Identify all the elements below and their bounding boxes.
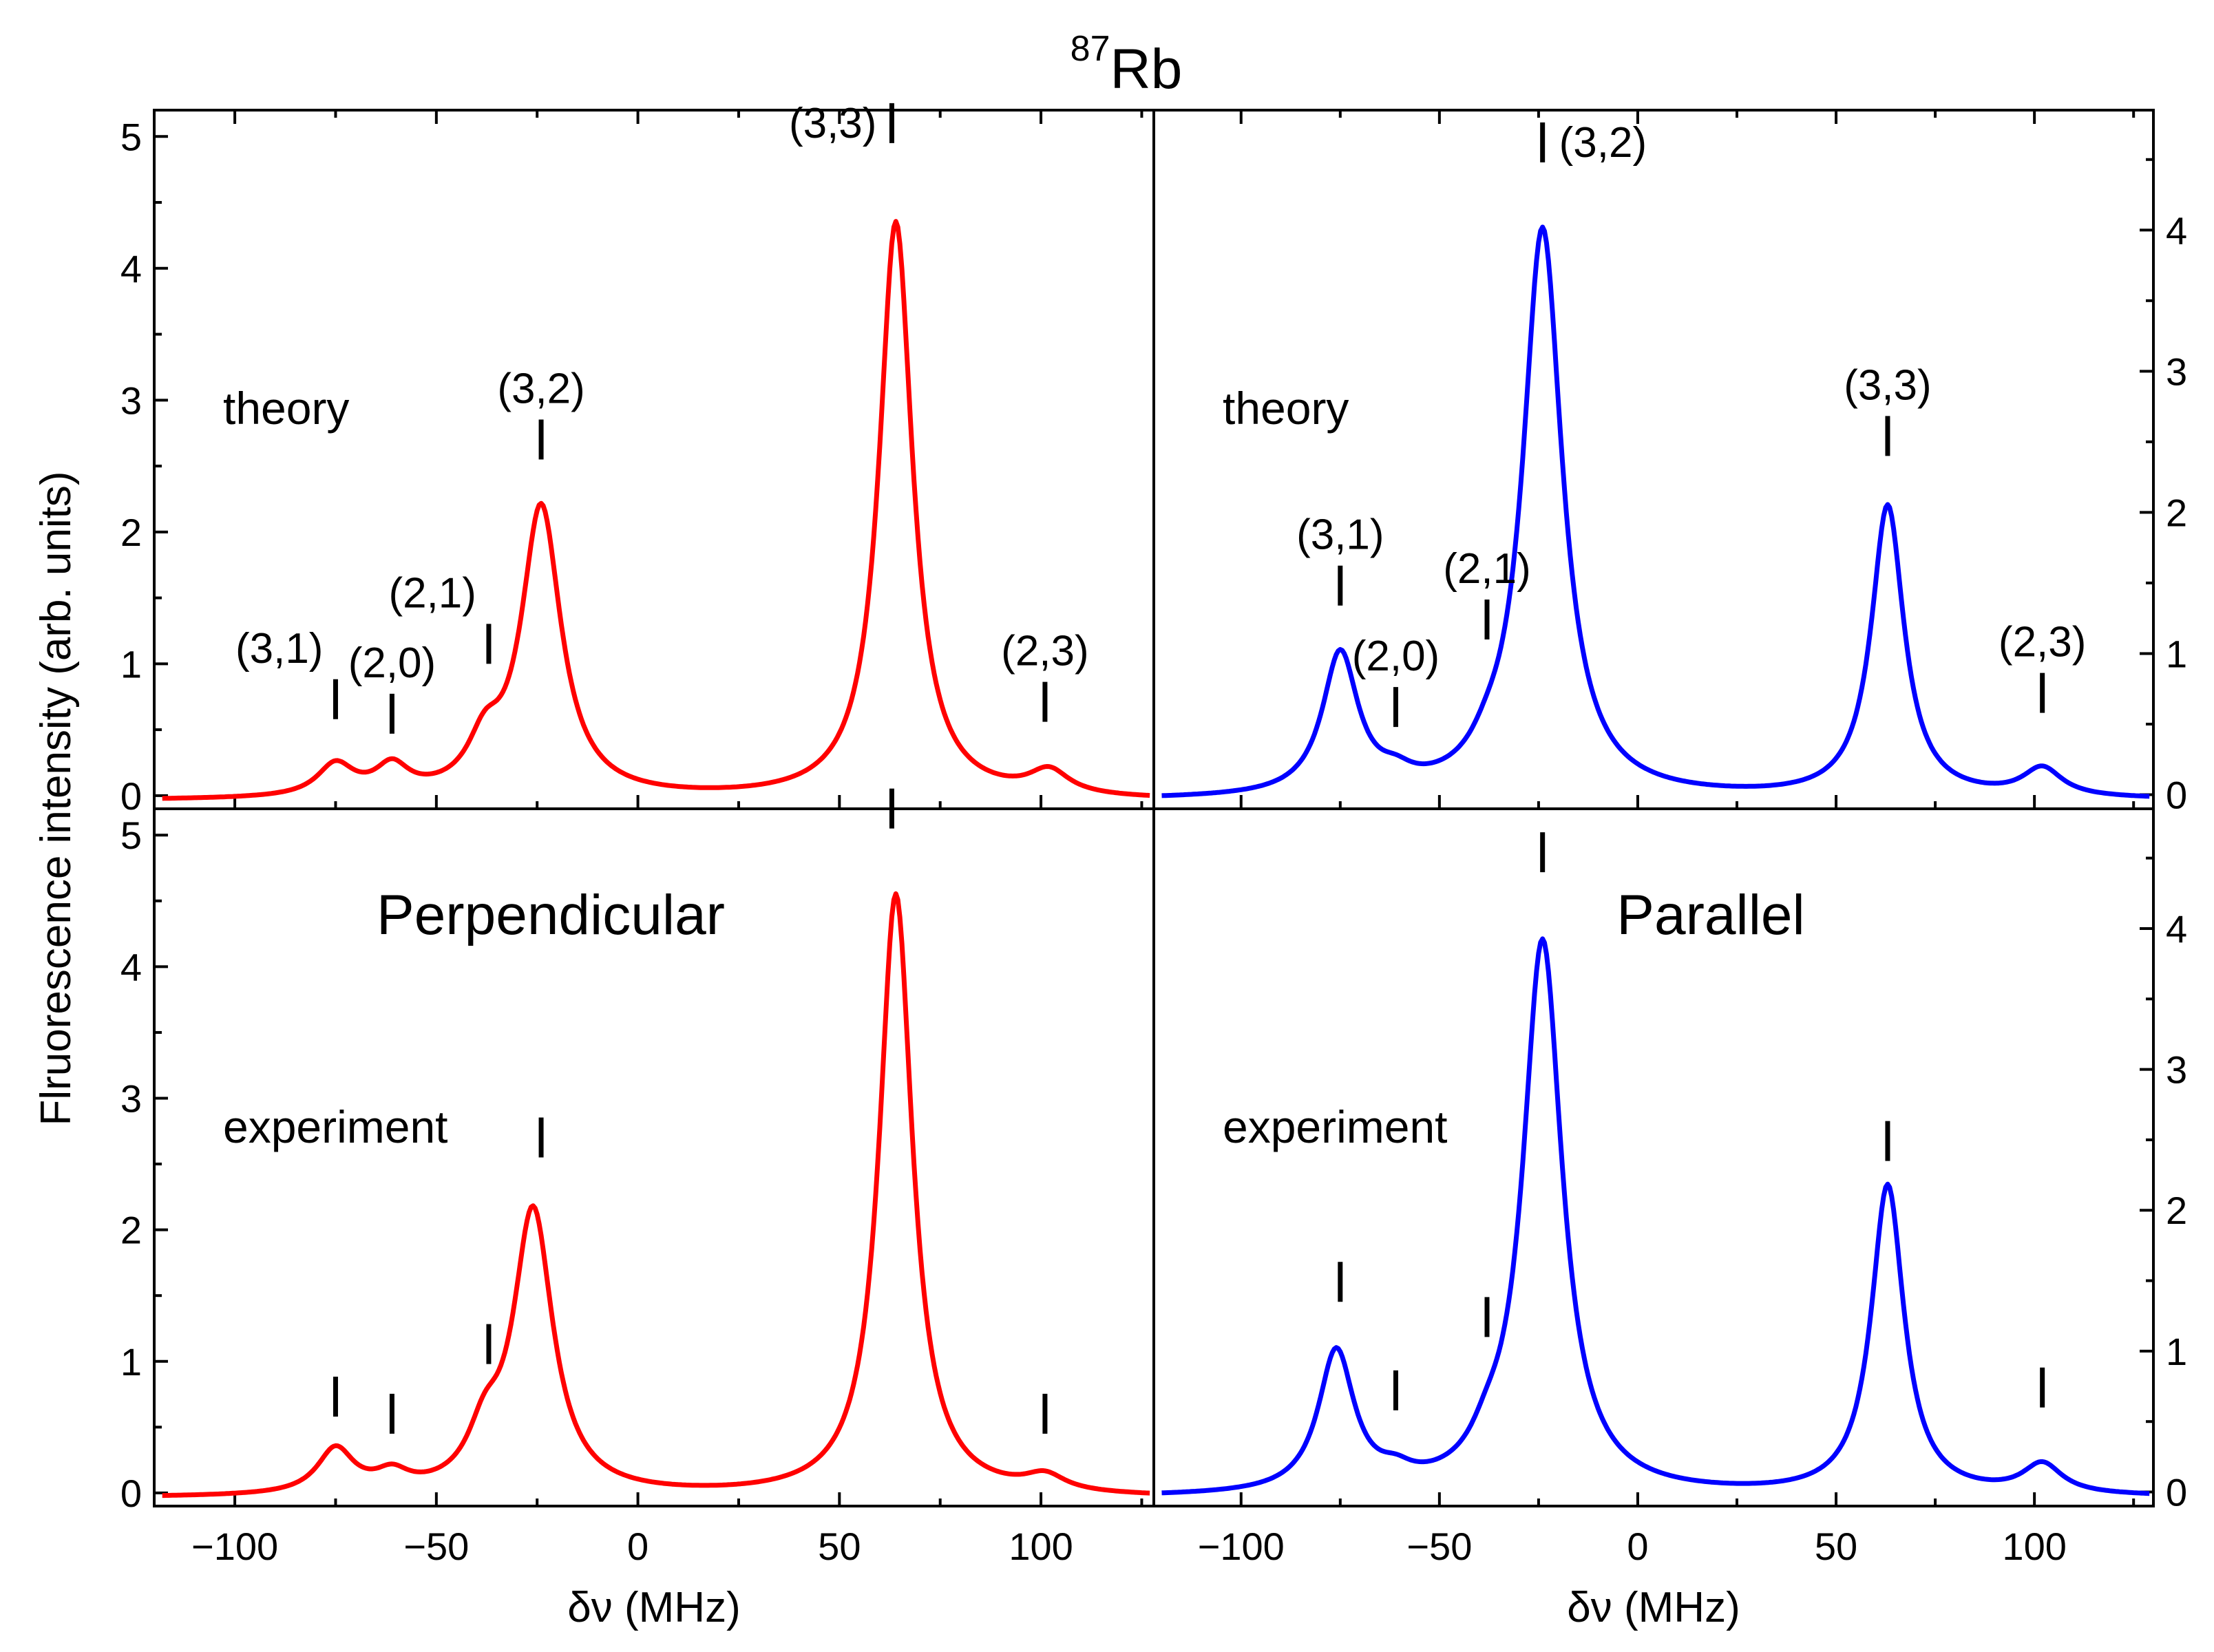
peak-label: (2,1) xyxy=(388,569,476,617)
x-tick-label: −50 xyxy=(403,1525,469,1568)
y-axis-title: Flruorescence intensity (arb. units) xyxy=(32,471,80,1125)
y-tick-label: 4 xyxy=(2166,209,2187,252)
y-tick-label: 1 xyxy=(2166,632,2187,675)
panel-parallel-experiment: 0 1 2 3 4 −100 −50 0 50 100 δν (MHz) experiment Para… xyxy=(1161,832,2187,1631)
y-tick-label: 3 xyxy=(2166,350,2187,393)
y-tick-label: 3 xyxy=(2166,1048,2187,1092)
panel-heading: Parallel xyxy=(1616,884,1804,946)
y-tick-label: 4 xyxy=(120,247,142,290)
y-tick-label: 1 xyxy=(120,1340,142,1384)
x-axis-title: δν (MHz) xyxy=(567,1584,740,1631)
figure-title: 87Rb xyxy=(1071,29,1183,100)
y-tick-label: 5 xyxy=(120,814,142,857)
spectrum-line xyxy=(1161,936,2150,1496)
y-tick-label: 5 xyxy=(120,115,142,158)
y-tick-label: 1 xyxy=(2166,1330,2187,1373)
panel-annotation: theory xyxy=(1223,383,1349,434)
y-tick-label: 0 xyxy=(2166,773,2187,816)
x-tick-label: −100 xyxy=(191,1525,278,1568)
peak-label: (3,3) xyxy=(789,100,876,147)
x-tick-label: −50 xyxy=(1406,1525,1472,1568)
x-tick-label: 50 xyxy=(1815,1525,1857,1568)
x-tick-label: 100 xyxy=(2002,1525,2066,1568)
panel-frames xyxy=(153,109,2155,1507)
y-tick-label: 1 xyxy=(120,642,142,686)
panel-perpendicular-theory: 0 1 2 3 4 5 (3,1) (2,0) (2,1) (3,2) (3,3) (2,3) theo… xyxy=(120,100,1150,818)
peak-label: (2,0) xyxy=(348,639,436,687)
spectrum-line xyxy=(162,219,1150,801)
spectrum-line xyxy=(1161,224,2150,799)
title-main: Rb xyxy=(1110,38,1183,100)
y-tick-label: 0 xyxy=(120,1472,142,1515)
y-tick-label: 2 xyxy=(2166,1189,2187,1232)
peak-label: (3,1) xyxy=(1296,511,1384,559)
y-tick-label: 4 xyxy=(120,945,142,988)
title-superscript: 87 xyxy=(1071,29,1110,69)
panel-annotation: experiment xyxy=(1223,1101,1448,1152)
spectrum-line xyxy=(162,891,1150,1499)
y-tick-label: 2 xyxy=(120,1209,142,1252)
x-tick-label: 50 xyxy=(818,1525,861,1568)
peak-label: (2,0) xyxy=(1352,633,1440,680)
peak-label: (2,3) xyxy=(1001,628,1088,675)
x-tick-label: 100 xyxy=(1009,1525,1073,1568)
peak-label: (3,2) xyxy=(1559,119,1647,167)
y-tick-label: 4 xyxy=(2166,907,2187,951)
y-tick-label: 3 xyxy=(120,379,142,422)
x-axis-title: δν (MHz) xyxy=(1567,1584,1740,1631)
x-tick-label: −100 xyxy=(1198,1525,1285,1568)
x-tick-label: 0 xyxy=(1627,1525,1648,1568)
y-tick-label: 2 xyxy=(120,511,142,554)
peak-label: (2,1) xyxy=(1443,545,1530,593)
peak-label: (3,3) xyxy=(1844,361,1931,409)
peak-label: (3,1) xyxy=(235,625,323,673)
panel-parallel-theory: 0 1 2 3 4 (3,1) (2,0)(2,1) (3,2) (3,3) (2,3) theor… xyxy=(1161,110,2187,816)
peak-label: (2,3) xyxy=(1999,619,2086,666)
y-tick-label: 2 xyxy=(2166,491,2187,534)
panel-perpendicular-experiment: 0 1 2 3 4 5 −100 −50 0 50 100 δν (MHz) experiment Per… xyxy=(120,788,1150,1631)
y-tick-label: 0 xyxy=(2166,1471,2187,1514)
panel-heading: Perpendicular xyxy=(377,884,725,946)
peak-label: (3,2) xyxy=(497,366,584,413)
panel-annotation: theory xyxy=(223,383,349,434)
x-tick-label: 0 xyxy=(627,1525,649,1568)
panel-annotation: experiment xyxy=(223,1101,448,1152)
y-tick-label: 0 xyxy=(120,774,142,818)
y-tick-label: 3 xyxy=(120,1077,142,1120)
